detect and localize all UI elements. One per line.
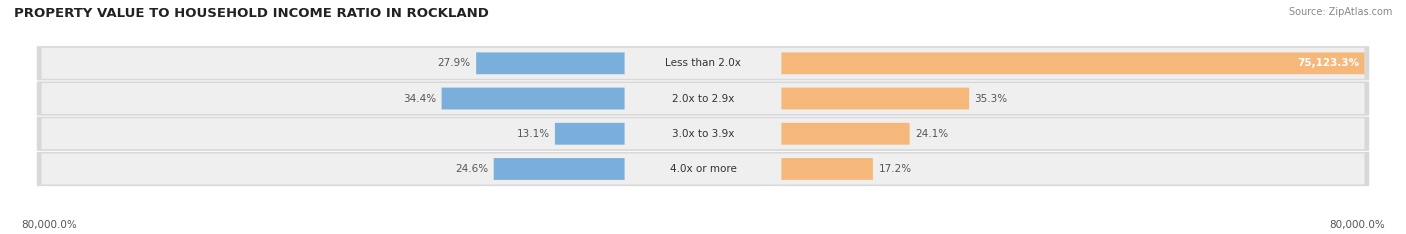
FancyBboxPatch shape xyxy=(42,83,1364,114)
Text: PROPERTY VALUE TO HOUSEHOLD INCOME RATIO IN ROCKLAND: PROPERTY VALUE TO HOUSEHOLD INCOME RATIO… xyxy=(14,7,489,20)
FancyBboxPatch shape xyxy=(494,158,624,180)
FancyBboxPatch shape xyxy=(782,52,1364,74)
Text: 3.0x to 3.9x: 3.0x to 3.9x xyxy=(672,129,734,139)
Text: Source: ZipAtlas.com: Source: ZipAtlas.com xyxy=(1288,7,1392,17)
FancyBboxPatch shape xyxy=(42,118,1364,149)
FancyBboxPatch shape xyxy=(42,48,1364,79)
Text: 13.1%: 13.1% xyxy=(516,129,550,139)
FancyBboxPatch shape xyxy=(38,152,1368,186)
Text: 80,000.0%: 80,000.0% xyxy=(21,220,77,230)
Text: 17.2%: 17.2% xyxy=(879,164,911,174)
Text: 34.4%: 34.4% xyxy=(404,94,436,103)
FancyBboxPatch shape xyxy=(782,88,969,110)
FancyBboxPatch shape xyxy=(42,154,1364,184)
FancyBboxPatch shape xyxy=(38,117,1368,150)
Text: 2.0x to 2.9x: 2.0x to 2.9x xyxy=(672,94,734,103)
Text: 75,123.3%: 75,123.3% xyxy=(1296,58,1360,68)
FancyBboxPatch shape xyxy=(38,47,1368,80)
Text: 35.3%: 35.3% xyxy=(974,94,1008,103)
FancyBboxPatch shape xyxy=(477,52,624,74)
FancyBboxPatch shape xyxy=(555,123,624,145)
FancyBboxPatch shape xyxy=(782,158,873,180)
Text: 24.6%: 24.6% xyxy=(456,164,488,174)
Text: 4.0x or more: 4.0x or more xyxy=(669,164,737,174)
Text: Less than 2.0x: Less than 2.0x xyxy=(665,58,741,68)
Text: 27.9%: 27.9% xyxy=(437,58,471,68)
FancyBboxPatch shape xyxy=(441,88,624,110)
FancyBboxPatch shape xyxy=(782,123,910,145)
Text: 24.1%: 24.1% xyxy=(915,129,948,139)
Text: 80,000.0%: 80,000.0% xyxy=(1329,220,1385,230)
FancyBboxPatch shape xyxy=(38,82,1368,115)
